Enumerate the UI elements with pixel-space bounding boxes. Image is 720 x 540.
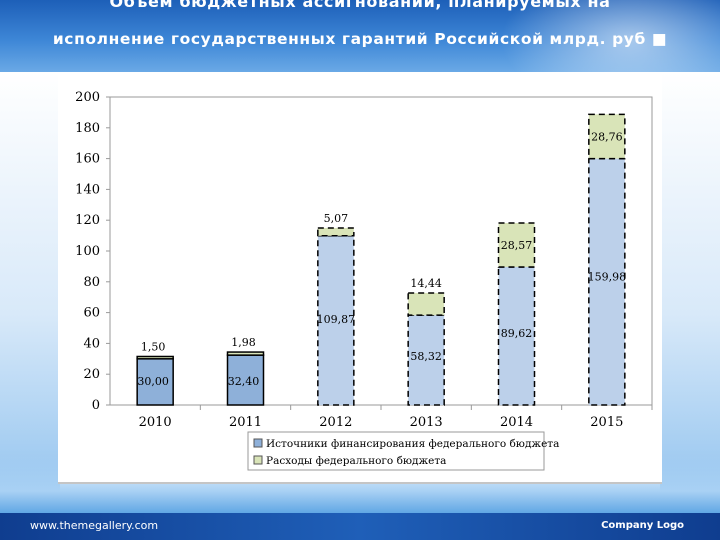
data-label-expenses: 5,07 xyxy=(324,212,349,225)
left-background-wave xyxy=(0,72,60,512)
chart-panel xyxy=(58,72,662,482)
data-label-expenses: 1,98 xyxy=(231,336,256,349)
data-label-sources: 89,62 xyxy=(501,327,533,340)
bar-segment-sources xyxy=(497,266,536,406)
y-tick-label: 120 xyxy=(75,213,100,228)
data-label-sources: 159,98 xyxy=(588,271,627,284)
y-tick-label: 200 xyxy=(75,90,100,105)
footer-url[interactable]: www.themegallery.com xyxy=(30,519,159,532)
legend-label-sources: Источники финансирования федерального бю… xyxy=(266,438,559,450)
plot-area-frame xyxy=(109,96,653,406)
x-category-label: 2013 xyxy=(410,415,443,430)
y-tick-label: 180 xyxy=(75,121,100,136)
bars-layer xyxy=(136,113,626,406)
bar-segment-sources xyxy=(588,157,626,406)
bar-segment-expenses xyxy=(497,222,536,268)
slide-header: Объем бюджетных ассигнований, планируемы… xyxy=(0,0,720,72)
slide-title-line-1: Объем бюджетных ассигнований, планируемы… xyxy=(109,0,611,11)
legend-layer: Источники финансирования федерального бю… xyxy=(247,431,559,471)
data-label-bg xyxy=(139,375,172,388)
y-tick-label: 80 xyxy=(83,275,100,290)
y-tick-label: 40 xyxy=(83,336,100,351)
legend-box xyxy=(247,431,545,471)
legend-label-expenses: Расходы федерального бюджета xyxy=(266,455,446,467)
y-tick-label: 140 xyxy=(75,182,100,197)
y-tick-label: 0 xyxy=(92,398,100,413)
bar-segment-expenses xyxy=(588,113,626,160)
footer-company-logo: Company Logo xyxy=(601,520,684,531)
data-label-sources: 32,40 xyxy=(228,375,260,388)
slide-title-line-2: исполнение государственных гарантий Росс… xyxy=(0,30,720,48)
x-category-label: 2011 xyxy=(229,415,262,430)
title-bullet: ■ xyxy=(651,30,668,48)
bar-segment-expenses xyxy=(317,227,355,237)
y-tick-label: 60 xyxy=(83,306,100,321)
legend-swatch-sources xyxy=(253,438,263,448)
x-category-label: 2010 xyxy=(139,415,172,430)
y-tick-label: 160 xyxy=(75,152,100,167)
labels-layer: 30,00 1,50 32,40 1,98 109,87 5,07 58,32 14,44 89… xyxy=(137,130,626,388)
bar-segment-expenses xyxy=(226,351,265,356)
data-label-sources: 58,32 xyxy=(410,350,442,363)
right-background-wave xyxy=(660,72,720,512)
data-label-expenses: 28,57 xyxy=(501,239,533,252)
data-label-sources: 109,87 xyxy=(317,313,356,326)
bar-segment-expenses xyxy=(136,355,174,360)
data-label-expenses: 1,50 xyxy=(141,340,166,353)
data-label-bg xyxy=(229,375,262,388)
data-label-expenses: 14,44 xyxy=(410,277,442,290)
bar-segment-sources xyxy=(407,314,445,406)
y-tick-label: 100 xyxy=(75,244,100,259)
x-category-label: 2012 xyxy=(319,415,352,430)
bar-segment-sources xyxy=(317,235,355,406)
x-category-label: 2014 xyxy=(500,415,533,430)
legend-swatch-expenses xyxy=(253,455,263,465)
x-category-label: 2015 xyxy=(590,415,623,430)
bar-segment-expenses xyxy=(407,292,445,316)
data-label-sources: 30,00 xyxy=(137,375,169,388)
slide-footer: www.themegallery.com Company Logo xyxy=(0,513,720,540)
axis-layer: 0 20 40 60 80 100 120 140 160 180 200 2010 2011 2012 2… xyxy=(75,90,653,430)
data-label-expenses: 28,76 xyxy=(591,130,623,143)
header-glow xyxy=(500,0,720,72)
y-tick-label: 20 xyxy=(83,367,100,382)
slide-title-line-2-text: исполнение государственных гарантий Росс… xyxy=(52,30,646,48)
